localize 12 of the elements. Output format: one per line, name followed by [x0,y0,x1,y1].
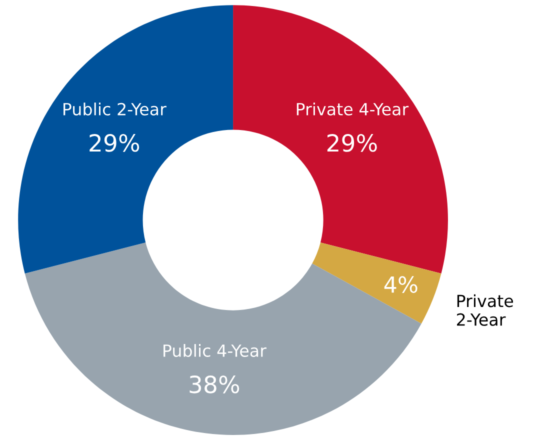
data-label: 4% [384,276,418,293]
slice-label: Public 4-Year [164,344,266,357]
slice-label: Public 2-Year [64,102,166,116]
donut-slice [24,242,422,435]
data-label: 38% [190,376,240,394]
slice-label: Private 2-Year [457,294,513,326]
data-label: 29% [327,134,377,152]
data-label: 29% [90,134,140,152]
slice-label: Private 4-Year [296,102,409,116]
donut-slice [312,242,442,324]
donut-slice [233,5,448,274]
donut-slice [18,5,234,274]
